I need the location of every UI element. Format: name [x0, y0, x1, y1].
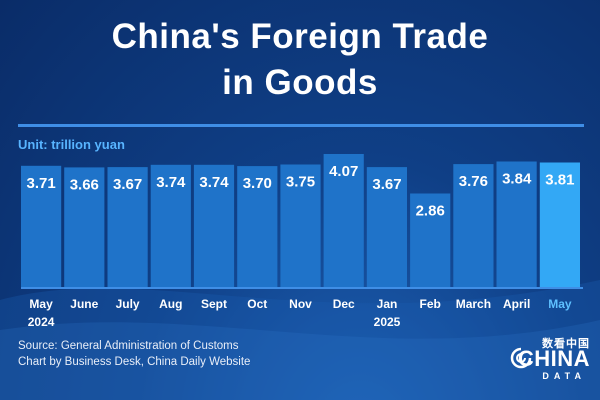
- x-tick-label: Aug: [159, 297, 182, 311]
- logo-chinese-text: 数看中国: [542, 337, 590, 350]
- x-tick-label: Oct: [247, 297, 267, 311]
- year-label: 2024: [28, 315, 55, 329]
- x-tick-label: Dec: [333, 297, 355, 311]
- logo-subtext: DATA: [542, 371, 586, 381]
- bar-value-label: 3.84: [502, 171, 532, 188]
- x-tick-label: May: [29, 297, 53, 311]
- title-line-1: China's Foreign Trade: [111, 17, 489, 56]
- bar: [150, 164, 191, 287]
- bar: [237, 166, 278, 287]
- x-tick-label: Sept: [201, 297, 227, 311]
- bar: [107, 167, 148, 287]
- bar: [280, 164, 321, 287]
- year-label: 2025: [374, 315, 401, 329]
- x-tick-label: June: [70, 297, 98, 311]
- source-note: Source: General Administration of Custom…: [18, 338, 250, 370]
- x-tick-label: Feb: [420, 297, 441, 311]
- bar-value-label: 4.07: [329, 163, 358, 180]
- bar: [539, 162, 580, 287]
- bar: [323, 154, 364, 287]
- bar: [366, 167, 407, 287]
- x-tick-label: May: [548, 297, 572, 311]
- china-data-logo: 数看中国 CHINA DATA: [510, 335, 590, 387]
- source-line-1: Source: General Administration of Custom…: [18, 340, 239, 352]
- bar-value-label: 3.70: [243, 175, 272, 192]
- title-divider: [18, 124, 584, 127]
- x-tick-label: July: [116, 297, 140, 311]
- bar-value-label: 3.81: [545, 172, 574, 189]
- logo-word: CHINA: [517, 346, 590, 371]
- x-tick-label: Jan: [377, 297, 398, 311]
- bar-value-label: 3.67: [113, 176, 142, 193]
- bar: [64, 167, 105, 287]
- x-tick-label: March: [456, 297, 491, 311]
- chart-title: China's Foreign Trade in Goods: [0, 14, 600, 106]
- bar-value-label: 3.74: [199, 174, 229, 191]
- bar-value-label: 3.74: [156, 174, 186, 191]
- logo-swirl-icon: [510, 347, 532, 369]
- bar: [453, 164, 494, 287]
- bar-value-label: 2.86: [416, 203, 445, 220]
- bar: [496, 161, 537, 287]
- bar: [410, 193, 451, 287]
- unit-label: Unit: trillion yuan: [18, 137, 125, 152]
- bar-value-label: 3.71: [26, 175, 55, 192]
- bar: [21, 165, 62, 287]
- x-tick-label: April: [503, 297, 530, 311]
- x-tick-label: Nov: [289, 297, 312, 311]
- bar-value-label: 3.67: [372, 176, 401, 193]
- bar-value-label: 3.76: [459, 173, 488, 190]
- source-line-2: Chart by Business Desk, China Daily Webs…: [18, 356, 251, 368]
- bar-value-label: 3.75: [286, 174, 315, 191]
- bar-value-label: 3.66: [70, 176, 99, 193]
- title-line-2: in Goods: [222, 63, 378, 102]
- bar: [193, 164, 235, 287]
